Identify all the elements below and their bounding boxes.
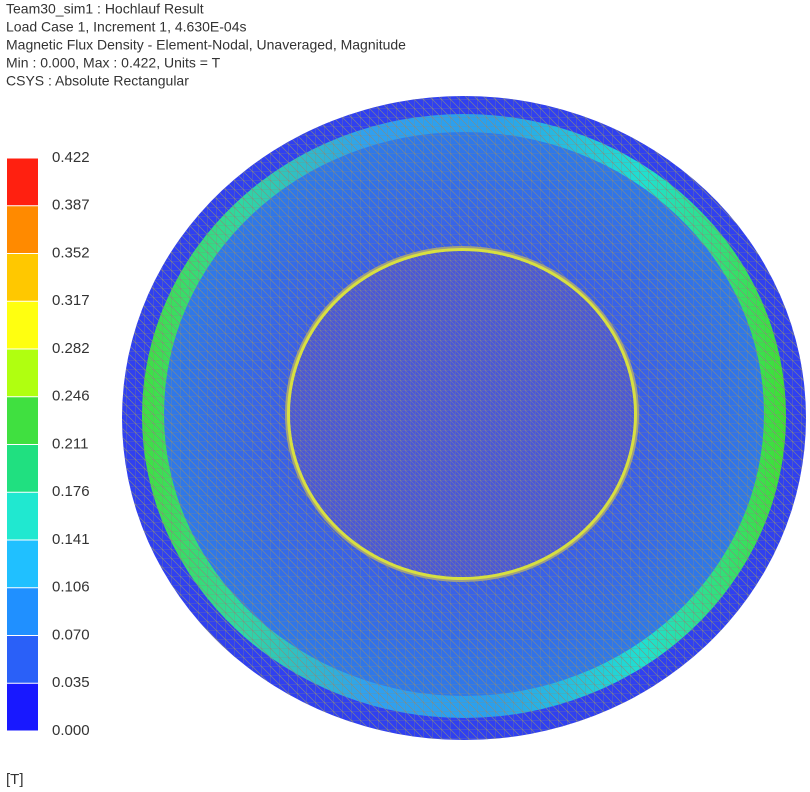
legend-label: 0.387: [52, 197, 90, 214]
header-line: Load Case 1, Increment 1, 4.630E-04s: [6, 19, 246, 35]
legend-band: [7, 683, 38, 731]
legend-band: [7, 349, 38, 397]
legend-label: 0.106: [52, 579, 90, 596]
legend-label: 0.070: [52, 626, 90, 643]
header-line: Magnetic Flux Density - Element-Nodal, U…: [6, 37, 406, 53]
legend-band: [7, 253, 38, 302]
legend-band: [7, 396, 38, 445]
header-line: Team30_sim1 : Hochlauf Result: [6, 1, 204, 17]
legend-band: [7, 158, 38, 206]
legend-band: [7, 587, 38, 636]
legend-label: 0.422: [52, 149, 90, 166]
legend-label: 0.246: [52, 388, 90, 405]
header-line: Min : 0.000, Max : 0.422, Units = T: [6, 55, 221, 71]
legend-band: [7, 635, 38, 684]
legend-label: 0.282: [52, 340, 90, 357]
model: [122, 96, 806, 740]
legend-label: 0.317: [52, 292, 90, 309]
legend-label: 0.141: [52, 531, 90, 548]
legend-label: 0.211: [52, 435, 88, 452]
legend-unit: [T]: [6, 771, 24, 788]
header-line: CSYS : Absolute Rectangular: [6, 73, 189, 89]
legend-label: 0.000: [52, 722, 90, 739]
legend-band: [7, 540, 38, 588]
legend-band: [7, 492, 38, 540]
legend-band: [7, 301, 38, 349]
legend-label: 0.352: [52, 244, 90, 261]
legend-band: [7, 205, 38, 254]
legend-label: 0.035: [52, 674, 90, 691]
legend-label: 0.176: [52, 483, 90, 500]
legend-band: [7, 444, 38, 493]
